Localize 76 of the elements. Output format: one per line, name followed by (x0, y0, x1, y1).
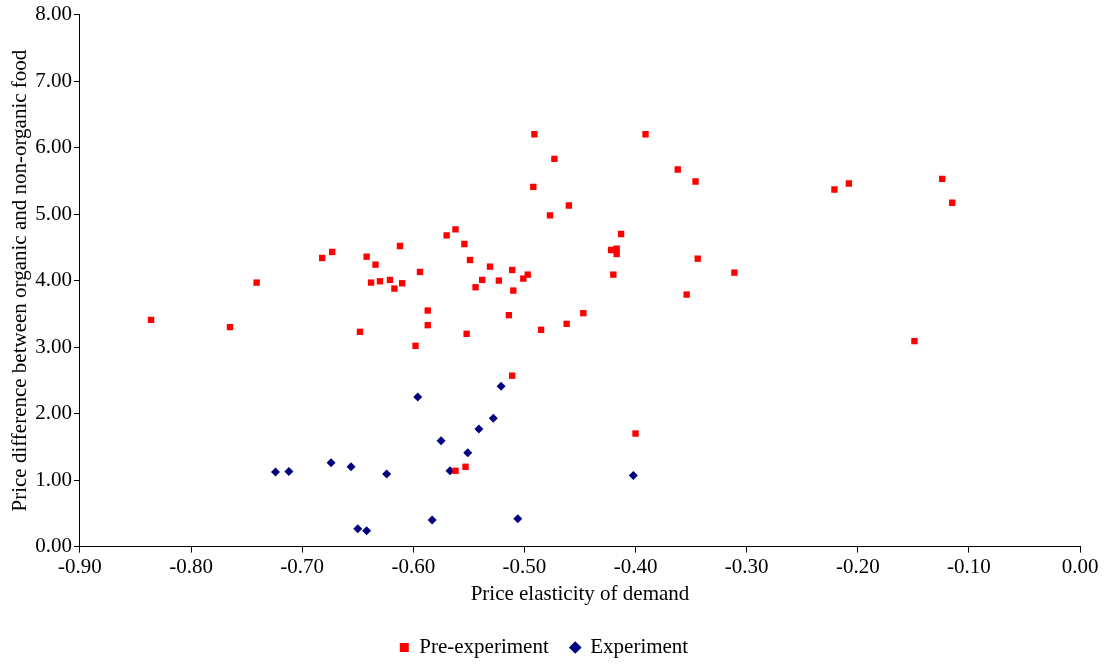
point (632, 430, 639, 437)
point (495, 277, 503, 284)
point (461, 240, 468, 248)
x-tick-label: -0.80 (169, 553, 213, 578)
point (367, 279, 375, 286)
y-tick-label: 2.00 (35, 400, 72, 425)
point (463, 330, 470, 337)
point (551, 155, 558, 163)
point (610, 271, 617, 278)
x-axis-title: Price elasticity of demand (470, 580, 690, 605)
point (565, 202, 573, 209)
point (463, 448, 473, 458)
y-tick-label: 5.00 (35, 200, 72, 225)
point (486, 263, 494, 270)
point (546, 212, 554, 219)
point (462, 463, 469, 470)
point (472, 284, 479, 291)
point (531, 131, 538, 138)
y-tick-label: 8.00 (35, 1, 72, 26)
point (226, 323, 234, 331)
point (452, 467, 459, 474)
x-tick-label: -0.50 (502, 553, 547, 578)
point (911, 337, 918, 345)
x-tick-label: -0.20 (835, 553, 880, 578)
y-tick-label: 7.00 (35, 67, 72, 92)
x-tick-label: 0.00 (1061, 553, 1099, 578)
x-tick-label: -0.30 (724, 553, 769, 578)
point (510, 287, 517, 294)
point (674, 166, 681, 173)
point (391, 285, 398, 292)
point (424, 307, 431, 314)
y-tick-label: 4.00 (35, 267, 72, 292)
point (326, 458, 336, 468)
point (845, 180, 853, 187)
point (427, 515, 437, 525)
point (613, 250, 620, 258)
point (496, 381, 506, 391)
point (436, 436, 446, 446)
point (353, 524, 363, 534)
point (474, 424, 484, 434)
legend-label: Pre-experiment (419, 634, 549, 659)
point (692, 178, 699, 185)
x-tick-label: -0.70 (280, 553, 325, 578)
point (412, 342, 419, 349)
point (683, 291, 690, 298)
point (731, 269, 738, 276)
point (271, 467, 281, 477)
y-axis-title: Price difference between organic and non-organic food (7, 49, 32, 512)
point (831, 186, 838, 193)
point (413, 392, 423, 402)
y-tick-label: 6.00 (35, 134, 72, 159)
y-tick-label: 1.00 (35, 466, 72, 491)
point (452, 226, 459, 233)
point (372, 261, 379, 268)
point (563, 320, 570, 328)
y-tick-label: 3.00 (35, 333, 72, 358)
point (628, 470, 638, 480)
point (346, 462, 356, 472)
point (253, 279, 260, 286)
point (443, 232, 450, 239)
point (382, 469, 392, 479)
legend-label: Experiment (590, 634, 689, 659)
point (488, 413, 498, 423)
point (362, 526, 372, 536)
point (284, 466, 294, 476)
point (642, 131, 649, 138)
x-tick-label: -0.60 (391, 553, 436, 578)
x-tick-label: -0.40 (613, 553, 658, 578)
point (513, 514, 523, 524)
point (580, 310, 587, 317)
point (524, 271, 531, 278)
point (386, 276, 394, 284)
point (694, 255, 701, 262)
x-tick-label: -0.10 (947, 553, 991, 578)
point (466, 256, 474, 264)
point (363, 253, 370, 260)
